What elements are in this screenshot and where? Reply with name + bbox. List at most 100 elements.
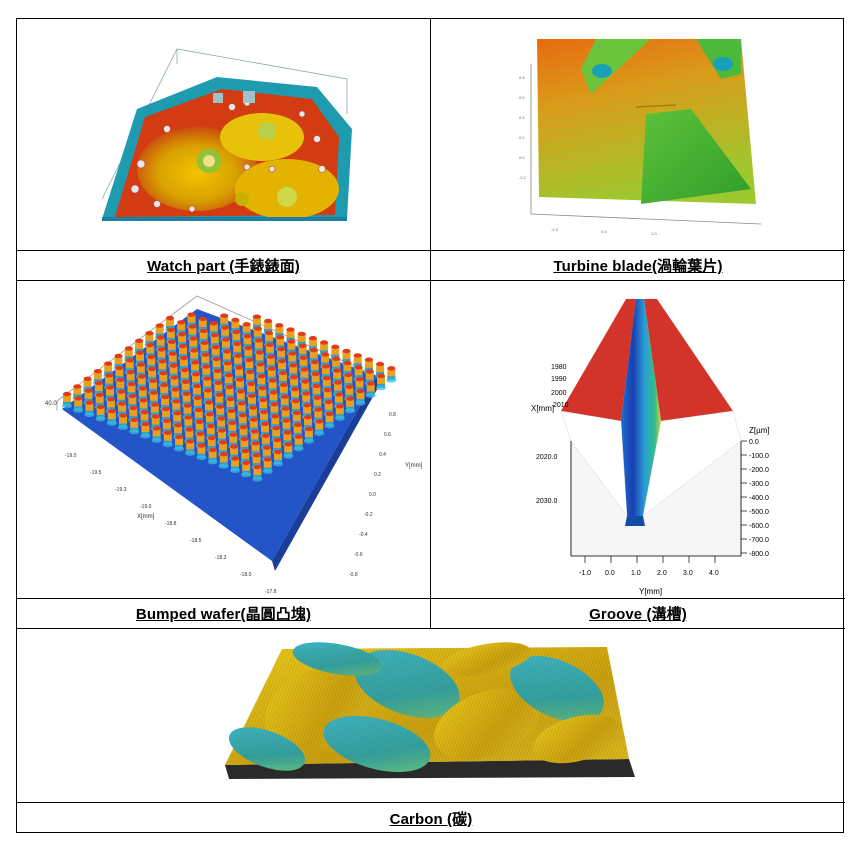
wafer-x-tick-label: -17.8: [265, 589, 277, 595]
groove-image-cell: X[mm] Y[mm] Z[µm] 1980 1990 2000 2010 2020.0…: [431, 281, 845, 599]
wafer-x-tick-label: -19.0: [140, 504, 152, 510]
wafer-y-tick-label: 0.8: [389, 412, 396, 418]
wafer-bump: [84, 400, 95, 418]
wafer-bump: [129, 417, 140, 435]
turbine-blade-3d-scan: 0.8 0.6 0.4 0.2 0.0 -0.2 -1.0 0.0 1.0: [519, 39, 762, 236]
groove-y-tick-label: 2.0: [657, 570, 667, 577]
wafer-bump: [140, 421, 151, 439]
wafer-bump: [334, 404, 345, 421]
groove-x-tick-label: 1980: [551, 364, 567, 371]
wafer-bump: [151, 426, 162, 443]
bumped-wafer-caption: Bumped wafer(晶圓凸塊): [135, 606, 312, 623]
wafer-y-axis-label: Y[mm]: [405, 463, 423, 469]
wafer-bump: [303, 426, 314, 444]
carbon-image-cell: [17, 629, 845, 803]
bumped-wafer-image-cell: 40.0 X[mm] Y[mm] -19.0 -19.5 -19.3 -19.0 -18…: [17, 281, 431, 599]
wafer-bump: [365, 381, 376, 398]
groove-z-tick-label: -800.0: [749, 551, 769, 558]
wafer-x-tick-label: -18.5: [190, 538, 202, 544]
bumped-wafer-3d-scan: 40.0 X[mm] Y[mm] -19.0 -19.5 -19.3 -19.0 -18…: [45, 295, 423, 595]
wafer-bump: [174, 434, 184, 452]
wafer-z-top-label: 40.0: [45, 401, 57, 407]
carbon-caption: Carbon (碳): [389, 811, 473, 828]
groove-caption: Groove (溝槽): [589, 606, 687, 623]
watch-part-caption: Watch part (手錶錶面): [147, 258, 300, 275]
svg-text:0.0: 0.0: [519, 155, 525, 160]
svg-text:-1.0: -1.0: [551, 227, 559, 232]
groove-x-tick-label: 2010: [553, 402, 569, 409]
groove-z-tick-label: 0.0: [749, 439, 759, 446]
groove-z-tick-label: -200.0: [749, 467, 769, 474]
groove-z-tick-label: -700.0: [749, 537, 769, 544]
svg-text:0.0: 0.0: [601, 229, 607, 234]
wafer-bump: [355, 388, 366, 406]
wafer-bump: [118, 413, 128, 430]
turbine-blade-caption-cell: Turbine blade(渦輪葉片): [431, 251, 845, 281]
groove-x-tick-label: 2030.0: [536, 498, 558, 505]
carbon-caption-cell: Carbon (碳): [17, 803, 845, 834]
wafer-y-tick-label: -0.2: [364, 512, 373, 518]
svg-text:0.2: 0.2: [519, 135, 525, 140]
svg-text:1.0: 1.0: [651, 231, 657, 236]
wafer-bump: [230, 456, 240, 473]
wafer-x-tick-label: -19.3: [115, 487, 127, 493]
wafer-x-tick-label: -19.0: [65, 453, 77, 459]
watch-part-caption-cell: Watch part (手錶錶面): [17, 251, 431, 281]
groove-y-axis-label: Y[mm]: [639, 587, 662, 596]
wafer-bump: [293, 434, 304, 452]
wafer-bump: [162, 430, 173, 448]
wafer-bump: [386, 366, 397, 383]
wafer-y-tick-label: 0.4: [379, 452, 386, 458]
turbine-blade-caption: Turbine blade(渦輪葉片): [553, 258, 723, 275]
wafer-bump: [218, 452, 229, 469]
wafer-y-tick-label: 0.0: [369, 492, 376, 498]
wafer-y-tick-label: 0.6: [384, 432, 391, 438]
wafer-bump: [314, 419, 325, 436]
groove-z-axis-label: Z[µm]: [749, 426, 770, 435]
groove-y-tick-label: 0.0: [605, 570, 615, 577]
wafer-x-tick-label: -18.3: [215, 555, 227, 561]
svg-text:0.4: 0.4: [519, 115, 525, 120]
svg-text:-0.2: -0.2: [519, 175, 527, 180]
groove-z-tick-label: -100.0: [749, 453, 769, 460]
wafer-bump: [62, 391, 72, 409]
groove-z-tick-label: -600.0: [749, 523, 769, 530]
wafer-y-tick-label: -0.6: [354, 552, 363, 558]
wafer-y-tick-label: 0.2: [374, 472, 381, 478]
wafer-bump: [345, 396, 356, 414]
wafer-bump: [207, 447, 218, 465]
groove-z-tick-label: -400.0: [749, 495, 769, 502]
wafer-x-tick-label: -18.8: [165, 521, 177, 527]
groove-y-tick-label: 1.0: [631, 570, 641, 577]
wafer-x-axis-label: X[mm]: [137, 514, 155, 520]
wafer-bump: [376, 373, 386, 391]
groove-z-tick-label: -300.0: [749, 481, 769, 488]
turbine-blade-image-cell: 0.8 0.6 0.4 0.2 0.0 -0.2 -1.0 0.0 1.0: [431, 19, 845, 251]
groove-y-tick-label: 4.0: [709, 570, 719, 577]
groove-y-tick-label: -1.0: [579, 570, 591, 577]
groove-x-tick-label: 1990: [551, 376, 567, 383]
groove-z-tick-label: -500.0: [749, 509, 769, 516]
groove-x-axis-label: X[mm]: [531, 404, 554, 413]
wafer-bump: [262, 457, 273, 474]
groove-x-tick-label: 2000: [551, 390, 567, 397]
wafer-bump: [241, 460, 252, 478]
svg-text:0.6: 0.6: [519, 95, 525, 100]
wafer-bump: [95, 404, 106, 422]
wafer-bump: [252, 464, 263, 482]
watch-part-3d-scan: [101, 48, 352, 221]
groove-3d-scan: X[mm] Y[mm] Z[µm] 1980 1990 2000 2010 2020.0…: [531, 299, 770, 596]
wafer-bump: [273, 449, 283, 467]
wafer-y-tick-label: -0.4: [359, 532, 368, 538]
wafer-bump: [283, 442, 294, 459]
svg-text:0.8: 0.8: [519, 75, 525, 80]
wafer-x-tick-label: -19.5: [90, 470, 102, 476]
watch-part-image-cell: [17, 19, 431, 251]
groove-caption-cell: Groove (溝槽): [431, 599, 845, 629]
wafer-bump: [185, 439, 196, 456]
wafer-bump: [73, 396, 84, 413]
wafer-x-tick-label: -18.0: [240, 572, 252, 578]
wafer-bump: [106, 409, 117, 426]
groove-x-tick-label: 2020.0: [536, 454, 558, 461]
bumped-wafer-caption-cell: Bumped wafer(晶圓凸塊): [17, 599, 431, 629]
